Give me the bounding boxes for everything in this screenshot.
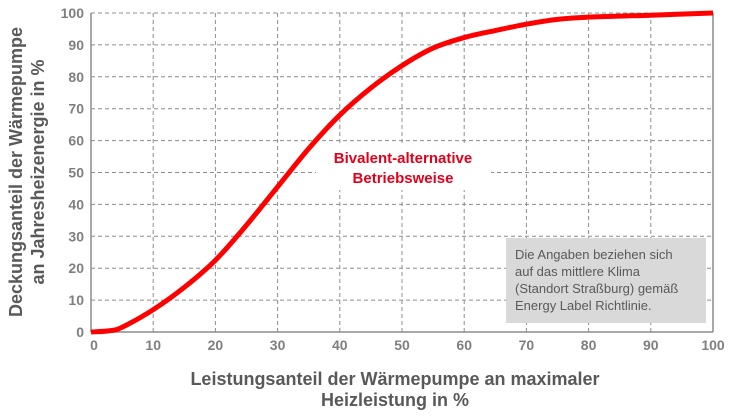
- y-tick-label: 70: [68, 101, 84, 117]
- x-tick-label: 50: [394, 337, 410, 353]
- axes-frame: [90, 13, 714, 333]
- note-line-2: auf das mittlere Klima: [515, 264, 641, 279]
- y-tick-label: 50: [68, 165, 84, 181]
- y-tick-label: 40: [68, 196, 84, 212]
- x-tick-label: 80: [581, 337, 597, 353]
- y-axis-label-line-1: Deckungsanteil der Wärmepumpe: [6, 27, 26, 317]
- y-tick-label: 60: [68, 133, 84, 149]
- x-tick-label: 30: [270, 337, 286, 353]
- y-tick-label: 10: [68, 292, 84, 308]
- x-axis-label-line-2: Heizleistung in %: [321, 390, 469, 410]
- y-tick-label: 90: [68, 37, 84, 53]
- note-line-1: Die Angaben beziehen sich: [515, 247, 673, 262]
- series-label-line-1: Bivalent-alternative: [334, 150, 472, 167]
- series-label-line-2: Betriebsweise: [353, 170, 454, 187]
- x-tick-label: 90: [643, 337, 659, 353]
- y-tick-label: 80: [68, 69, 84, 85]
- series-layer: [90, 10, 714, 335]
- y-tick-labels: 0 10 20 30 40 50 60 70 80 90 100: [61, 5, 85, 340]
- y-tick-label: 100: [61, 5, 85, 21]
- y-tick-label: 20: [68, 260, 84, 276]
- x-axis-label-line-1: Leistungsanteil der Wärmepumpe an maxima…: [190, 369, 599, 389]
- x-tick-label: 0: [90, 337, 98, 353]
- y-axis-label-line-2: an Jahresheizenergie in %: [28, 59, 48, 284]
- series-line: [90, 10, 714, 335]
- x-tick-label: 20: [208, 337, 224, 353]
- y-tick-label: 0: [76, 324, 84, 340]
- x-tick-label: 100: [701, 337, 725, 353]
- x-tick-label: 70: [519, 337, 535, 353]
- series-label-background: [316, 145, 491, 190]
- y-tick-label: 30: [68, 228, 84, 244]
- note-box: [506, 238, 706, 323]
- x-tick-label: 40: [332, 337, 348, 353]
- note-line-4: Energy Label Richtlinie.: [515, 298, 652, 313]
- x-tick-label: 60: [456, 337, 472, 353]
- note-line-3: (Standort Straßburg) gemäß: [515, 281, 678, 296]
- x-tick-label: 10: [145, 337, 161, 353]
- x-tick-labels: 0 10 20 30 40 50 60 70 80 90 100: [90, 337, 725, 353]
